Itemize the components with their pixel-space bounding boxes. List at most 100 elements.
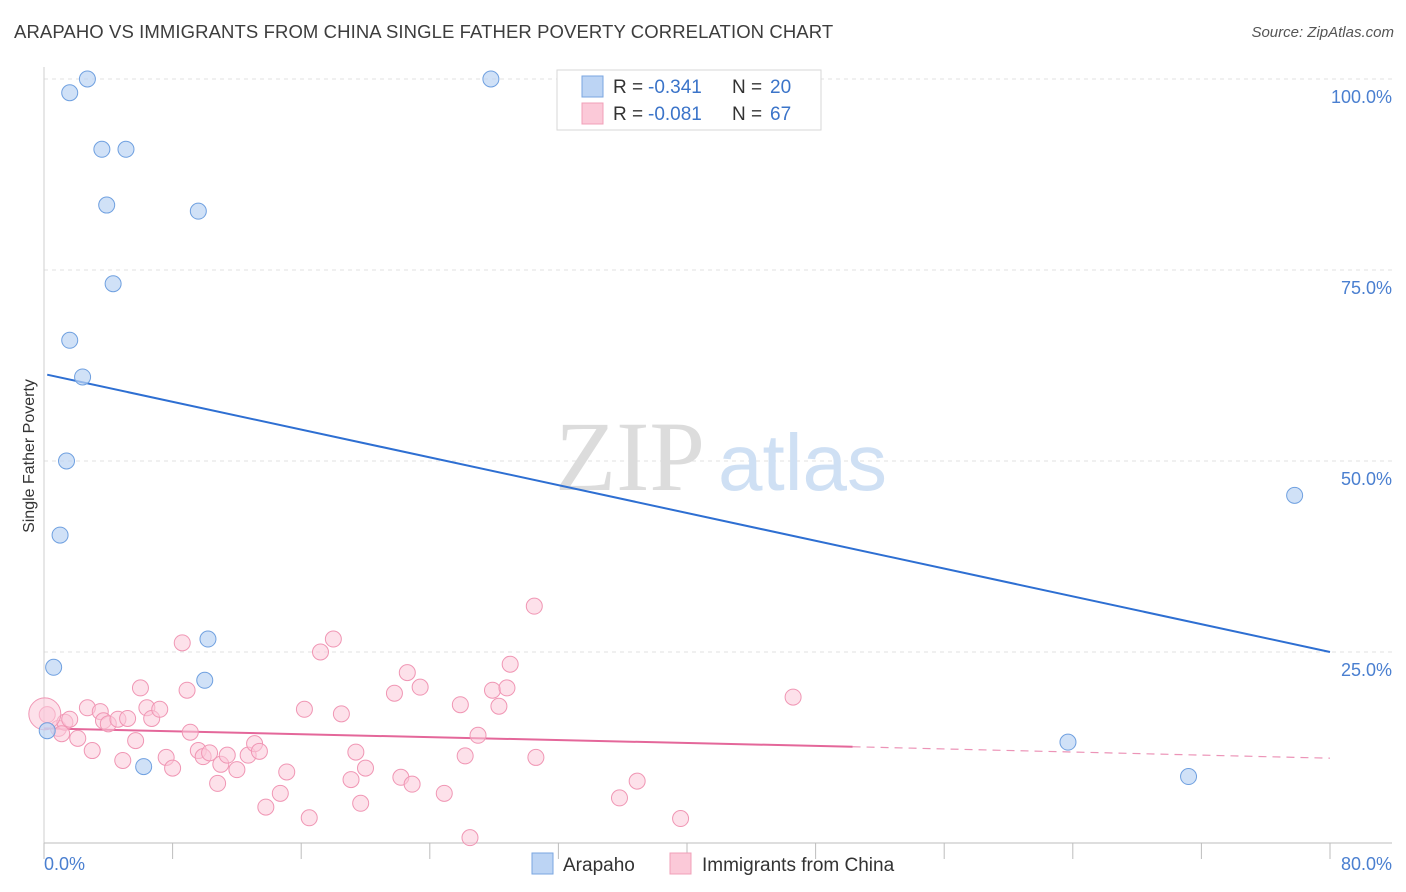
china-point-35 (278, 763, 296, 781)
legend-r-value-2: -0.081 (648, 104, 702, 125)
chart-title: ARAPAHO VS IMMIGRANTS FROM CHINA SINGLE … (14, 21, 834, 42)
legend-n-value-2: 67 (770, 104, 791, 125)
china-point-55 (483, 681, 501, 699)
china-point-66 (53, 725, 71, 743)
china-point-4 (69, 729, 87, 747)
trend-line-extension-1 (852, 746, 1331, 759)
gridlines (44, 78, 1392, 653)
china-point-40 (332, 705, 350, 723)
china-point-34 (271, 784, 289, 802)
china-point-45 (385, 684, 403, 702)
watermark-zip: ZIP (555, 401, 705, 512)
china-point-42 (347, 743, 365, 761)
china-point-17 (151, 700, 169, 718)
china-point-50 (435, 784, 453, 802)
china-point-59 (525, 597, 543, 615)
china-point-25 (201, 744, 219, 762)
y-tick-label-1: 75.0% (1341, 278, 1392, 298)
arapaho-point-15 (196, 671, 214, 689)
china-point-57 (498, 679, 516, 697)
arapaho-point-17 (135, 758, 153, 776)
bottom-legend-swatch-china (669, 852, 692, 875)
arapaho-point-9 (74, 368, 92, 386)
arapaho-point-1 (78, 70, 96, 88)
china-point-39 (324, 630, 342, 648)
china-point-54 (469, 726, 487, 744)
china-point-11 (114, 751, 132, 769)
china-point-36 (295, 700, 313, 718)
y-tick-label-0: 100.0% (1331, 87, 1392, 107)
china-point-62 (628, 772, 646, 790)
china-point-58 (501, 655, 519, 673)
arapaho-point-0 (61, 84, 79, 102)
trend-lines (43, 373, 1331, 759)
china-point-13 (127, 732, 145, 750)
arapaho-point-10 (58, 452, 76, 470)
china-point-29 (228, 761, 246, 779)
china-point-32 (250, 742, 268, 760)
china-point-12 (119, 709, 137, 727)
arapaho-point-8 (61, 331, 79, 349)
china-point-14 (131, 679, 149, 697)
x-tick-min: 0.0% (44, 854, 85, 874)
china-point-60 (527, 748, 545, 766)
china-point-56 (490, 697, 508, 715)
arapaho-point-19 (1180, 768, 1198, 786)
arapaho-point-13 (199, 630, 217, 648)
china-point-61 (610, 789, 628, 807)
watermark-atlas: atlas (718, 418, 887, 507)
china-point-52 (456, 747, 474, 765)
legend-r-label-1: R = (613, 77, 643, 98)
arapaho-point-16 (38, 722, 56, 740)
y-axis-label: Single Father Poverty (21, 379, 38, 533)
legend-n-label-2: N = (732, 104, 762, 125)
legend-swatch-china (581, 102, 604, 125)
arapaho-point-2 (482, 70, 500, 88)
china-point-20 (173, 634, 191, 652)
bottom-legend-arapaho: Arapaho (563, 855, 635, 876)
china-point-43 (352, 794, 370, 812)
legend-swatch-arapaho (581, 75, 604, 98)
china-point-21 (178, 681, 196, 699)
bottom-legend: Arapaho Immigrants from China (531, 852, 895, 876)
china-point-6 (83, 742, 101, 760)
y-tick-label-2: 50.0% (1341, 469, 1392, 489)
bottom-legend-china: Immigrants from China (702, 855, 895, 876)
trend-line-1 (43, 727, 853, 748)
bottom-legend-swatch-arapaho (531, 852, 554, 875)
legend-box: R = -0.341 N = 20 R = -0.081 N = 67 (556, 69, 822, 131)
arapaho-point-6 (189, 202, 207, 220)
china-point-51 (451, 696, 469, 714)
china-point-48 (403, 775, 421, 793)
y-tick-labels: 100.0% 75.0% 50.0% 25.0% (1331, 87, 1392, 680)
legend-r-value-1: -0.341 (648, 77, 702, 98)
china-point-37 (300, 809, 318, 827)
arapaho-point-18 (1059, 733, 1077, 751)
x-tick-max: 80.0% (1341, 854, 1392, 874)
china-point-44 (357, 759, 374, 777)
y-tick-label-3: 25.0% (1341, 660, 1392, 680)
arapaho-point-14 (45, 658, 63, 676)
legend-r-label-2: R = (613, 104, 643, 125)
china-point-41 (342, 771, 360, 789)
arapaho-point-11 (51, 526, 69, 544)
china-point-64 (784, 688, 802, 706)
china-point-49 (411, 678, 429, 696)
china-point-38 (311, 643, 329, 661)
china-point-28 (218, 746, 236, 764)
arapaho-point-12 (1286, 486, 1304, 504)
arapaho-point-7 (104, 275, 122, 293)
arapaho-point-4 (117, 140, 135, 158)
legend-n-value-1: 20 (770, 77, 791, 98)
arapaho-point-3 (93, 140, 111, 158)
china-point-63 (672, 810, 690, 828)
legend-n-label-1: N = (732, 77, 762, 98)
source-label: Source: ZipAtlas.com (1251, 24, 1394, 41)
china-point-22 (181, 723, 199, 741)
china-point-19 (164, 759, 182, 777)
trend-line-0 (47, 373, 1331, 653)
data-points (28, 70, 1304, 847)
china-point-3 (61, 710, 79, 728)
china-point-26 (209, 774, 227, 792)
